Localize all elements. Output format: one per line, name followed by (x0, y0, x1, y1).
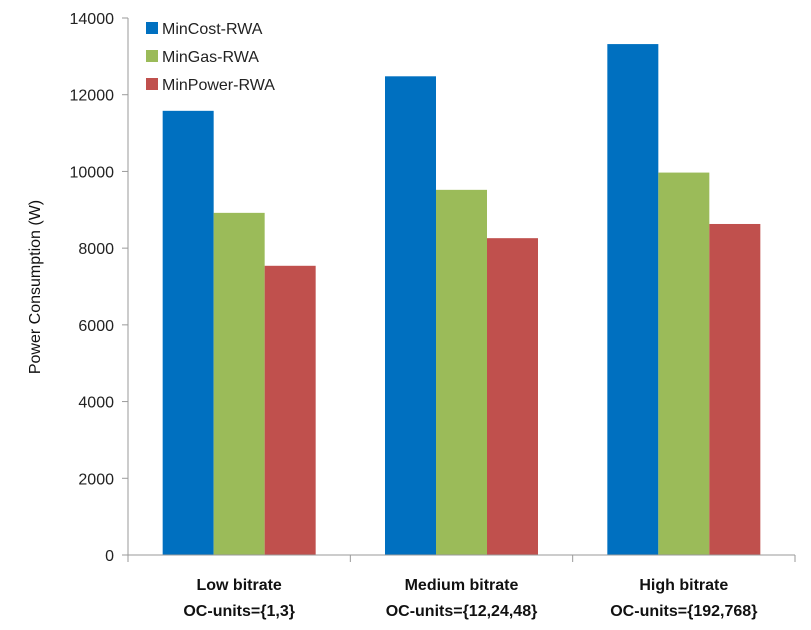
bars (162, 44, 761, 556)
y-tick-label: 6000 (78, 318, 114, 335)
bar-minpower-rwa (264, 265, 316, 555)
y-tick-label: 0 (105, 548, 114, 565)
y-tick-label: 4000 (78, 395, 114, 412)
bar-minpower-rwa (487, 238, 538, 556)
legend-label: MinCost-RWA (162, 21, 263, 38)
legend-label: MinGas-RWA (162, 49, 259, 66)
bar-mincost-rwa (162, 110, 214, 556)
y-tick-label: 8000 (78, 241, 114, 258)
legend-swatch (146, 50, 158, 62)
x-category-label: OC-units={1,3} (183, 603, 295, 620)
x-category-label: OC-units={192,768} (610, 603, 757, 620)
y-tick-label: 2000 (78, 471, 114, 488)
x-category-label: High bitrate (639, 577, 728, 594)
x-category-label: OC-units={12,24,48} (386, 603, 538, 620)
y-axis-title: Power Consumption (W) (27, 200, 44, 374)
bar-mincost-rwa (607, 44, 659, 555)
y-tick-label: 10000 (70, 164, 115, 181)
legend: MinCost-RWA MinGas-RWA MinPower-RWA (146, 21, 275, 94)
bar-mingas-rwa (658, 172, 710, 555)
y-tick-label: 12000 (70, 88, 115, 105)
legend-swatch (146, 22, 158, 34)
legend-swatch (146, 78, 158, 90)
bar-minpower-rwa (709, 223, 761, 556)
axes (127, 18, 796, 562)
legend-label: MinPower-RWA (162, 77, 275, 94)
category-labels: Low bitrate OC-units={1,3} Medium bitrate O… (183, 577, 757, 620)
y-axis-ticks: 0 2000 4000 6000 8000 10000 12000 14000 (70, 11, 128, 565)
x-category-label: Low bitrate (196, 577, 281, 594)
bar-mingas-rwa (213, 212, 265, 555)
y-tick-label: 14000 (70, 11, 115, 28)
x-category-label: Medium bitrate (405, 577, 519, 594)
bar-mincost-rwa (385, 76, 436, 555)
bar-mingas-rwa (436, 189, 487, 555)
